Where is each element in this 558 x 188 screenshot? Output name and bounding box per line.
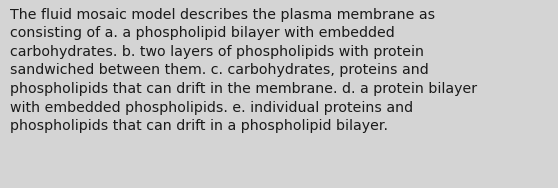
Text: The fluid mosaic model describes the plasma membrane as
consisting of a. a phosp: The fluid mosaic model describes the pla… [10, 8, 477, 133]
